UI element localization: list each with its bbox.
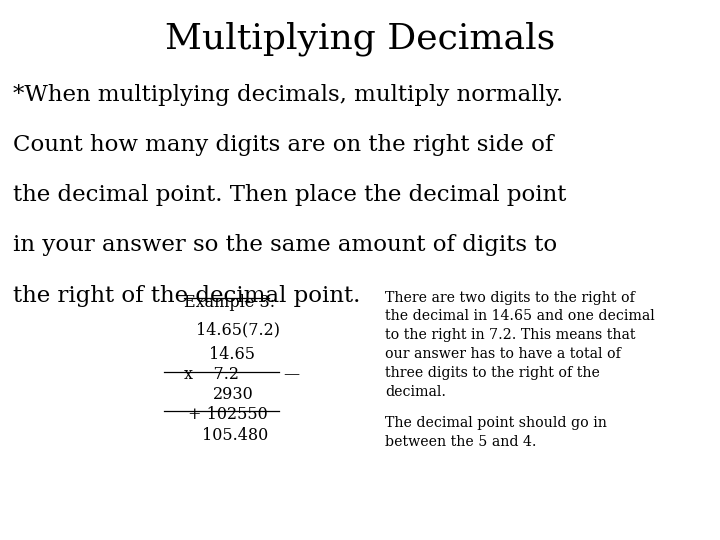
Text: —: —: [283, 366, 299, 383]
Text: in your answer so the same amount of digits to: in your answer so the same amount of dig…: [13, 234, 557, 256]
Text: Count how many digits are on the right side of: Count how many digits are on the right s…: [13, 134, 554, 156]
Text: the decimal point. Then place the decimal point: the decimal point. Then place the decima…: [13, 184, 567, 206]
Text: The decimal point should go in
between the 5 and 4.: The decimal point should go in between t…: [385, 416, 607, 449]
Text: There are two digits to the right of
the decimal in 14.65 and one decimal
to the: There are two digits to the right of the…: [385, 291, 655, 399]
Text: 14.65: 14.65: [209, 346, 255, 362]
Text: 14.65(7.2): 14.65(7.2): [196, 321, 280, 338]
Text: *When multiplying decimals, multiply normally.: *When multiplying decimals, multiply nor…: [13, 84, 563, 106]
Text: x    7.2: x 7.2: [184, 366, 238, 383]
Text: 2930: 2930: [213, 386, 254, 403]
Text: Example 3:: Example 3:: [184, 294, 275, 311]
Text: 105.480: 105.480: [202, 427, 268, 443]
Text: + 102550: + 102550: [188, 406, 268, 423]
Text: the right of the decimal point.: the right of the decimal point.: [13, 285, 360, 307]
Text: Multiplying Decimals: Multiplying Decimals: [165, 22, 555, 56]
